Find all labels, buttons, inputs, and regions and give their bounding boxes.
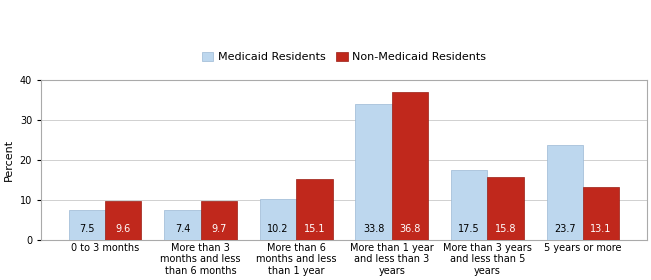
- Text: 7.5: 7.5: [79, 224, 94, 234]
- Bar: [451, 170, 488, 240]
- Bar: [355, 104, 392, 240]
- Bar: [296, 179, 333, 240]
- Text: 10.2: 10.2: [268, 224, 289, 234]
- Bar: [105, 201, 141, 240]
- Y-axis label: Percent: Percent: [4, 139, 14, 181]
- Bar: [68, 210, 105, 240]
- Text: 9.7: 9.7: [211, 224, 227, 234]
- Bar: [392, 92, 428, 240]
- Legend: Medicaid Residents, Non-Medicaid Residents: Medicaid Residents, Non-Medicaid Residen…: [200, 50, 488, 64]
- Text: 23.7: 23.7: [554, 224, 575, 234]
- Bar: [260, 199, 296, 240]
- Bar: [547, 145, 583, 240]
- Text: 7.4: 7.4: [174, 224, 190, 234]
- Text: 17.5: 17.5: [458, 224, 480, 234]
- Text: 15.8: 15.8: [495, 224, 516, 234]
- Bar: [201, 201, 237, 240]
- Text: 33.8: 33.8: [363, 224, 384, 234]
- Bar: [488, 177, 523, 240]
- Text: 15.1: 15.1: [303, 224, 325, 234]
- Bar: [164, 210, 201, 240]
- Text: 13.1: 13.1: [590, 224, 612, 234]
- Bar: [583, 187, 619, 240]
- Text: 36.8: 36.8: [399, 224, 421, 234]
- Text: 9.6: 9.6: [115, 224, 131, 234]
